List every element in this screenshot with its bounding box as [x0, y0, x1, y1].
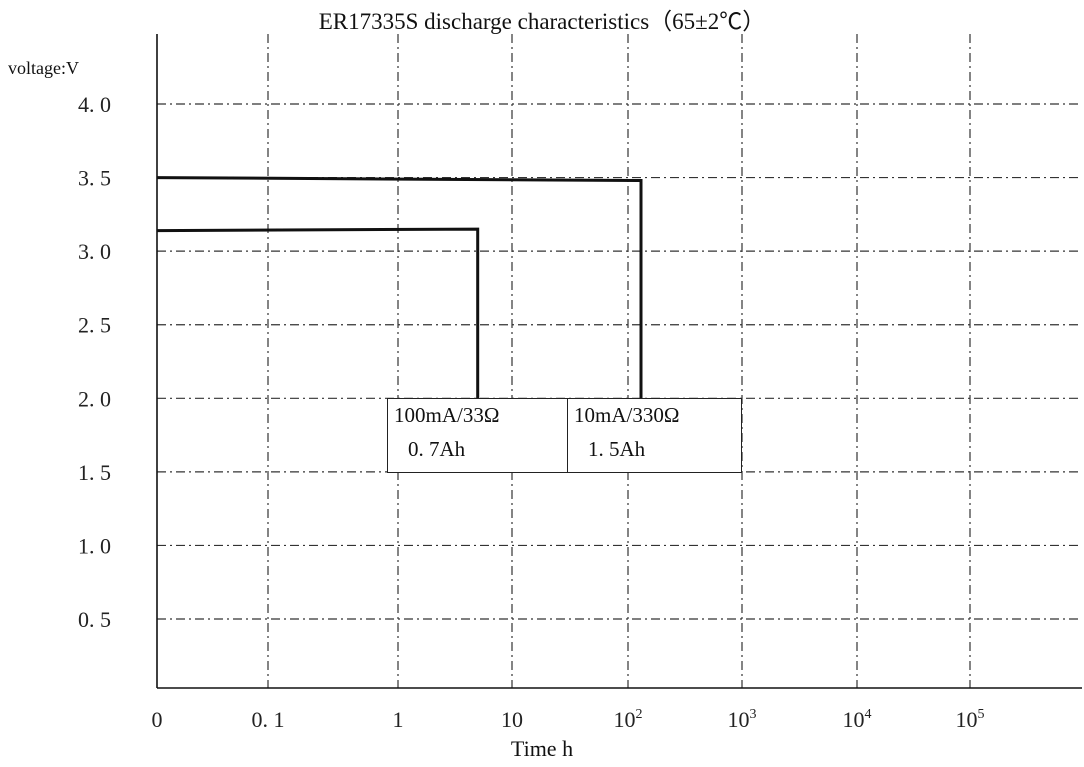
axes: [157, 34, 1082, 688]
x-tick-label: 104: [843, 707, 872, 732]
y-tick-label: 1. 0: [78, 533, 111, 558]
chart-title: ER17335S discharge characteristics（65±2℃…: [0, 2, 1084, 36]
x-tick-label: 0. 1: [252, 707, 285, 732]
annotation-100ma-label: 100mA/33Ω: [394, 403, 499, 428]
x-tick-label: 0: [152, 707, 163, 732]
grid-lines: [157, 34, 1082, 688]
y-tick-label: 1. 5: [78, 460, 111, 485]
y-tick-label: 3. 5: [78, 166, 111, 191]
x-axis-label: Time h: [0, 736, 1084, 762]
y-tick-label: 3. 0: [78, 239, 111, 264]
y-tick-label: 2. 0: [78, 386, 111, 411]
annotation-10ma-label: 10mA/330Ω: [574, 403, 679, 428]
x-tick-label: 105: [956, 707, 985, 732]
x-tick-label: 103: [728, 707, 757, 732]
x-tick-label: 1: [393, 707, 404, 732]
annotation-100ma: 100mA/33Ω 0. 7Ah: [387, 398, 568, 473]
annotation-100ma-capacity: 0. 7Ah: [408, 437, 465, 462]
series-line: [157, 229, 478, 398]
series-line: [157, 178, 641, 399]
x-tick-label: 10: [501, 707, 523, 732]
y-tick-label: 0. 5: [78, 607, 111, 632]
series-lines: [157, 178, 641, 399]
y-tick-label: 4. 0: [78, 92, 111, 117]
annotation-10ma-capacity: 1. 5Ah: [588, 437, 645, 462]
y-tick-label: 2. 5: [78, 313, 111, 338]
y-axis-label: voltage:V: [8, 58, 79, 79]
annotation-10ma: 10mA/330Ω 1. 5Ah: [567, 398, 742, 473]
x-tick-label: 102: [614, 707, 643, 732]
